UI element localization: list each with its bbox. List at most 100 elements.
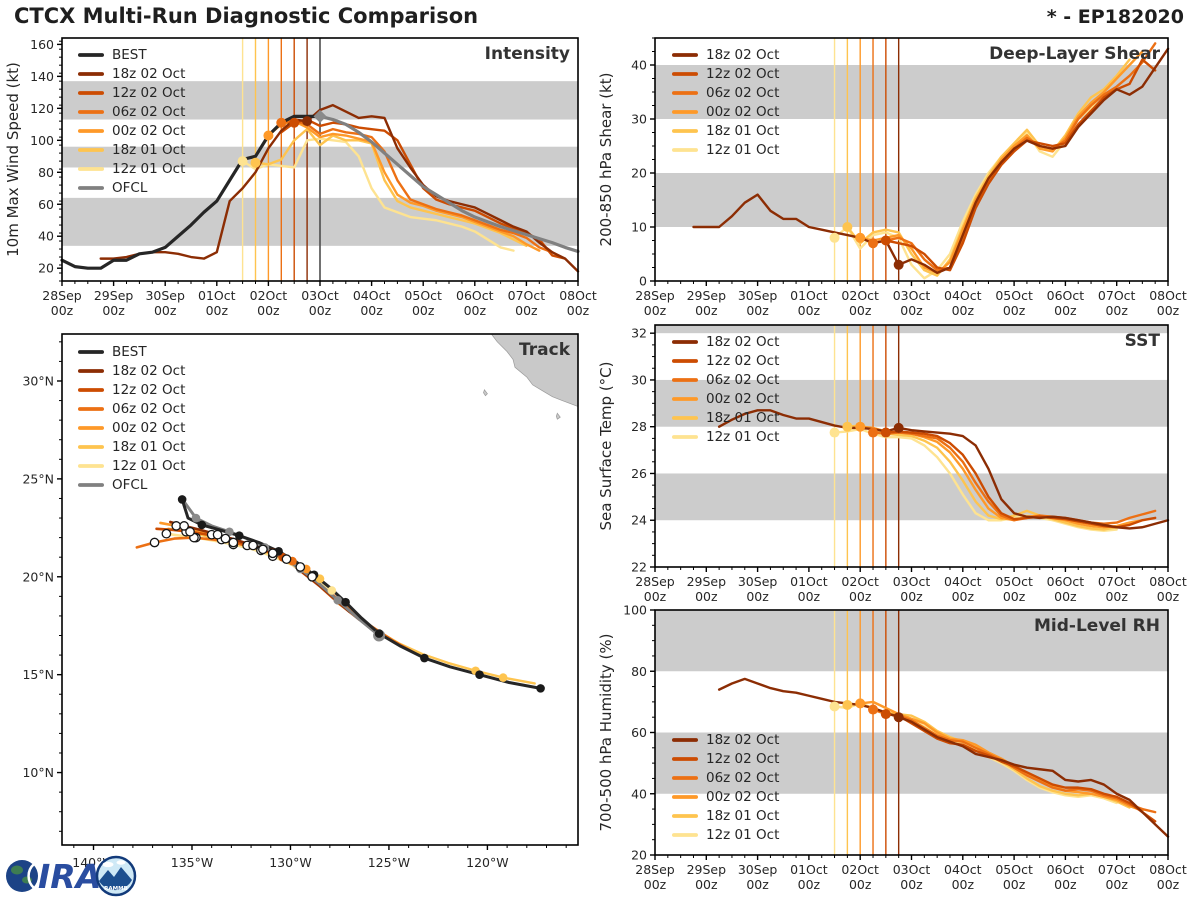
x-tick-hour: 00z xyxy=(1105,589,1128,604)
track-position-marker xyxy=(333,595,343,605)
lon-tick-label: 125°W xyxy=(368,855,410,870)
y-tick-label: 22 xyxy=(631,560,647,575)
x-tick-date: 01Oct xyxy=(790,574,828,589)
legend-label: 18z 01 Oct xyxy=(112,439,185,455)
x-tick-date: 01Oct xyxy=(790,862,828,877)
legend-swatch xyxy=(672,795,698,799)
forecast-position-marker xyxy=(161,528,172,539)
forecast-position-marker xyxy=(281,554,292,565)
x-tick-hour: 00z xyxy=(1157,589,1180,604)
init-marker xyxy=(868,704,879,715)
x-tick-date: 28Sep xyxy=(635,288,675,303)
init-marker xyxy=(893,259,904,270)
y-axis-title: 200-850 hPa Shear (kt) xyxy=(597,73,615,247)
x-tick-hour: 00z xyxy=(257,303,280,318)
x-tick-hour: 00z xyxy=(206,303,229,318)
init-marker xyxy=(276,117,287,128)
lat-tick-label: 25°N xyxy=(22,471,54,486)
legend-label: 12z 01 Oct xyxy=(112,161,185,177)
x-tick-date: 30Sep xyxy=(738,288,778,303)
track-position-marker xyxy=(197,520,207,530)
init-marker xyxy=(880,235,891,246)
x-tick-hour: 00z xyxy=(412,303,435,318)
track-hist-18z-01-oct xyxy=(318,577,536,685)
x-tick-hour: 00z xyxy=(695,303,718,318)
plot-frame xyxy=(61,333,579,846)
forecast-position-marker xyxy=(248,540,258,551)
track-ofcl xyxy=(181,498,381,638)
legend: BEST 18z 02 Oct 12z 02 Oct 06z 02 Oct 00z 02… xyxy=(78,344,185,493)
legend-swatch xyxy=(672,397,698,401)
legend-swatch xyxy=(672,340,698,344)
x-tick-date: 05Oct xyxy=(995,574,1033,589)
series-18z-02-oct xyxy=(717,409,1170,530)
x-tick-hour: 00z xyxy=(900,303,923,318)
x-tick-hour: 00z xyxy=(900,589,923,604)
y-tick-label: 100 xyxy=(623,603,647,618)
x-tick-date: 07Oct xyxy=(1098,288,1136,303)
legend-swatch xyxy=(672,738,698,742)
legend-label: 00z 02 Oct xyxy=(112,123,185,139)
x-tick-hour: 00z xyxy=(1105,303,1128,318)
x-tick-hour: 00z xyxy=(1054,303,1077,318)
legend-swatch xyxy=(672,833,698,837)
x-tick-hour: 00z xyxy=(1003,303,1026,318)
x-tick-hour: 00z xyxy=(746,877,769,892)
track-position-marker xyxy=(475,670,484,679)
x-tick-date: 06Oct xyxy=(1047,862,1085,877)
init-marker xyxy=(868,238,879,249)
series-best xyxy=(60,114,322,270)
x-tick-hour: 00z xyxy=(798,877,821,892)
legend-label: 12z 02 Oct xyxy=(112,382,185,398)
x-tick-date: 03Oct xyxy=(301,288,339,303)
lat-tick-label: 10°N xyxy=(22,765,54,780)
legend-label: 12z 02 Oct xyxy=(706,353,779,369)
legend-label: 18z 02 Oct xyxy=(706,47,779,63)
x-tick-date: 01Oct xyxy=(790,288,828,303)
globe-land xyxy=(11,865,23,875)
legend-label: 18z 01 Oct xyxy=(706,410,779,426)
init-marker xyxy=(893,422,904,433)
legend-label: BEST xyxy=(112,344,147,360)
lat-tick-label: 20°N xyxy=(22,569,54,584)
init-marker xyxy=(289,117,300,128)
panel-title: Intensity xyxy=(485,44,570,64)
x-tick-hour: 00z xyxy=(952,589,975,604)
x-tick-date: 06Oct xyxy=(1047,288,1085,303)
track-position-marker xyxy=(498,673,508,682)
legend-label: 06z 02 Oct xyxy=(706,85,779,101)
x-tick-hour: 00z xyxy=(567,303,590,318)
legend-swatch xyxy=(672,53,698,57)
x-tick-date: 04Oct xyxy=(944,862,982,877)
init-marker xyxy=(893,712,904,723)
badge-mountains xyxy=(99,867,132,891)
series-12z-01-oct xyxy=(833,90,1106,280)
x-tick-hour: 00z xyxy=(360,303,383,318)
legend-label: 18z 01 Oct xyxy=(706,123,779,139)
y-tick-label: 100 xyxy=(30,133,54,148)
x-tick-hour: 00z xyxy=(798,303,821,318)
legend-swatch xyxy=(672,129,698,133)
y-tick-label: 26 xyxy=(631,466,647,481)
x-tick-hour: 00z xyxy=(746,589,769,604)
x-tick-hour: 00z xyxy=(644,589,667,604)
y-tick-label: 80 xyxy=(631,664,647,679)
series-12z-01-oct xyxy=(241,137,515,252)
legend-label: 12z 02 Oct xyxy=(112,85,185,101)
x-tick-date: 30Sep xyxy=(738,862,778,877)
init-marker xyxy=(829,427,840,438)
badge-cloud xyxy=(116,860,126,865)
legend-swatch xyxy=(672,757,698,761)
legend-label: OFCL xyxy=(112,180,148,196)
legend: 18z 02 Oct 12z 02 Oct 06z 02 Oct 00z 02 Oct… xyxy=(672,334,779,445)
x-tick-date: 02Oct xyxy=(841,288,879,303)
x-tick-date: 01Oct xyxy=(198,288,236,303)
track-position-marker xyxy=(234,531,244,540)
badge-cloud xyxy=(102,861,114,868)
forecast-position-marker xyxy=(307,571,317,582)
x-tick-hour: 00z xyxy=(1105,877,1128,892)
series-18z-02-oct xyxy=(692,47,1170,275)
category-band xyxy=(655,379,1168,427)
y-tick-label: 24 xyxy=(631,513,647,528)
